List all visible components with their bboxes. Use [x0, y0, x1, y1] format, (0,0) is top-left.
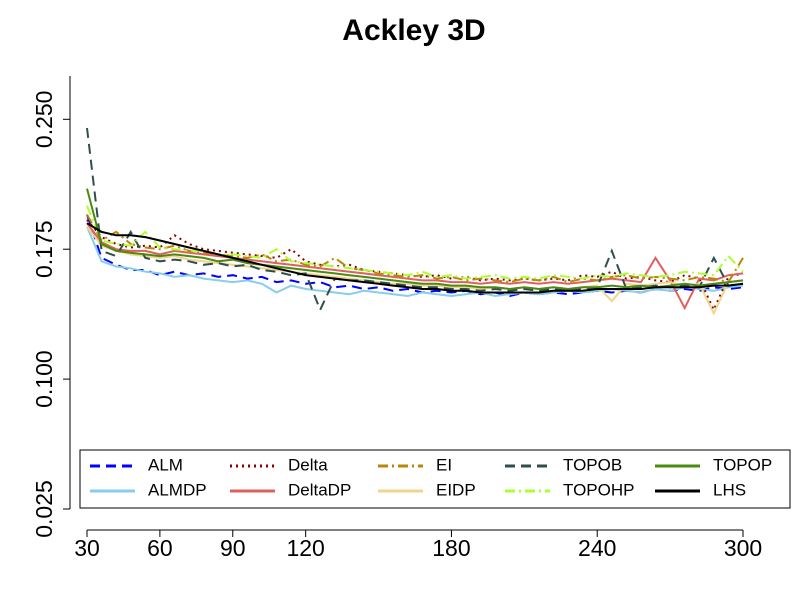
- x-tick-label: 240: [578, 535, 616, 561]
- chart-title: Ackley 3D: [342, 14, 485, 47]
- y-tick-label: 0.025: [31, 480, 57, 538]
- y-tick-label: 0.175: [31, 220, 57, 278]
- y-tick-label: 0.250: [31, 91, 57, 149]
- legend-label: TOPOP: [713, 455, 772, 474]
- y-tick-label: 0.100: [31, 350, 57, 408]
- plot-area: [86, 127, 744, 316]
- x-tick-label: 60: [147, 535, 173, 561]
- x-tick-label: 30: [74, 535, 100, 561]
- legend-label: EIDP: [436, 480, 476, 499]
- x-tick-label: 180: [432, 535, 470, 561]
- series-line: [86, 226, 744, 316]
- x-tick-label: 90: [220, 535, 246, 561]
- legend-label: TOPOHP: [563, 480, 634, 499]
- legend-label: Delta: [288, 455, 328, 474]
- legend-label: ALMDP: [148, 480, 207, 499]
- legend: [79, 449, 791, 509]
- series-line: [86, 222, 744, 311]
- series-line: [86, 222, 744, 294]
- legend-label: EI: [436, 455, 452, 474]
- legend-label: DeltaDP: [288, 480, 351, 499]
- legend-label: TOPOB: [563, 455, 622, 474]
- series-line: [86, 214, 744, 298]
- series-line: [86, 188, 744, 291]
- x-tick-label: 120: [286, 535, 324, 561]
- x-tick-label: 300: [724, 535, 762, 561]
- legend-label: ALM: [148, 455, 183, 474]
- legend-label: LHS: [713, 480, 746, 499]
- series-line: [86, 226, 744, 298]
- series-line: [86, 214, 744, 284]
- series-line: [86, 219, 744, 313]
- series-line: [86, 205, 744, 280]
